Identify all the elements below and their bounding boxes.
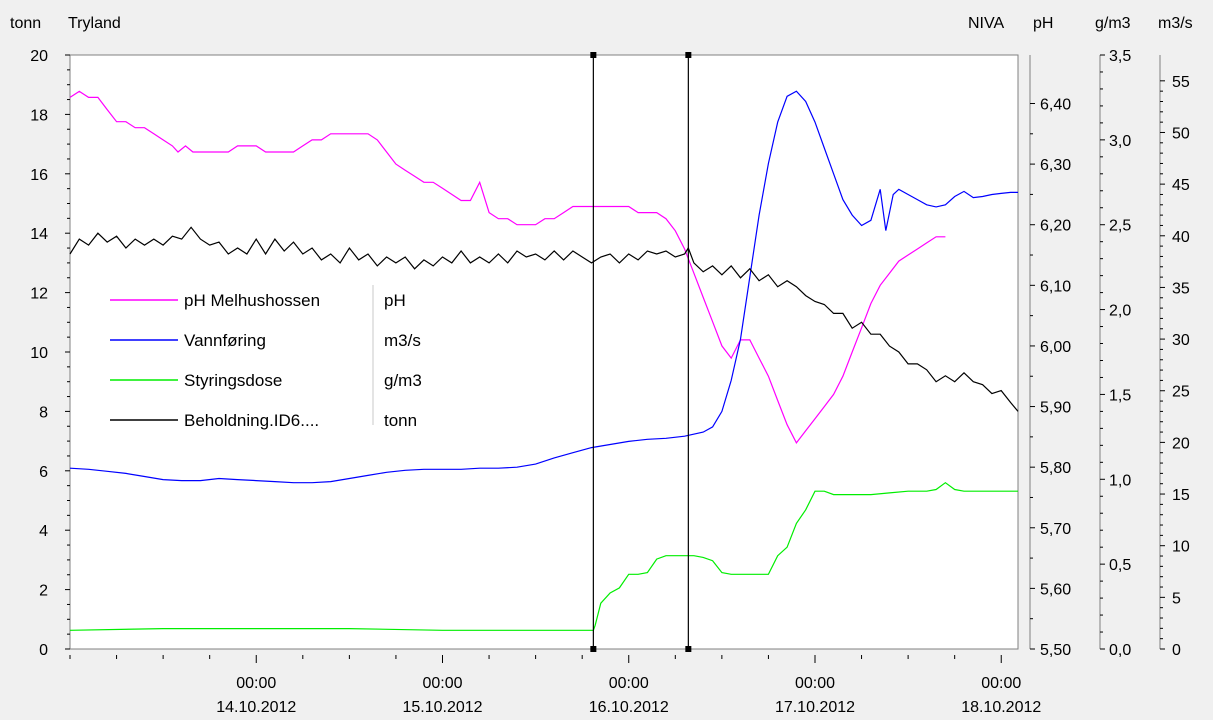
m3_s-tick-label: 55 <box>1172 74 1190 91</box>
m3_s-tick-label: 50 <box>1172 125 1190 142</box>
tonn-tick-label: 2 <box>39 583 48 600</box>
ph-axis: 5,50 5,60 5,70 5,80 5,90 6,00 6,10 6,20 6,30 6,40 <box>1029 55 1071 659</box>
series-line-1 <box>69 90 1018 484</box>
legend-unit: g/m3 <box>384 371 422 390</box>
legend-name: Vannføring <box>184 331 266 350</box>
legend-unit: m3/s <box>384 331 421 350</box>
gm3-axis: 0,0 0,5 1,0 1,5 2,0 2,5 3,0 3,5 <box>1099 48 1131 659</box>
cursor-handle-top[interactable] <box>590 52 597 58</box>
pH-tick-label: 6,20 <box>1040 218 1071 235</box>
legend-name: pH Melhushossen <box>184 291 320 310</box>
cursor-handle-bottom[interactable] <box>685 646 692 652</box>
data-source: NIVA <box>968 15 1004 32</box>
tonn-axis: 0 2 4 6 8 10 12 14 16 18 20 <box>30 48 71 659</box>
g_m3-tick-label: 2,5 <box>1109 218 1131 235</box>
x-tick-date: 17.10.2012 <box>775 699 855 716</box>
tonn-tick-label: 12 <box>30 286 48 303</box>
m3_s-tick-label: 40 <box>1172 229 1190 246</box>
tonn-tick-label: 16 <box>30 167 48 184</box>
g_m3-tick-label: 1,0 <box>1109 472 1131 489</box>
pH-tick-label: 6,40 <box>1040 96 1071 113</box>
legend-unit: pH <box>384 291 406 310</box>
tonn-tick-label: 8 <box>39 404 48 421</box>
cursor-handle-bottom[interactable] <box>590 646 597 652</box>
legend-unit: tonn <box>384 411 417 430</box>
tonn-tick-label: 20 <box>30 48 48 65</box>
time-axis: 00:00 14.10.2012 00:00 15.10.2012 00:00 16.10… <box>69 655 1041 716</box>
g_m3-tick-label: 2,0 <box>1109 303 1131 320</box>
m3_s-tick-label: 20 <box>1172 435 1190 452</box>
m3_s-tick-label: 30 <box>1172 332 1190 349</box>
x-tick-time: 00:00 <box>795 675 835 692</box>
tonn-tick-label: 18 <box>30 107 48 124</box>
series-line-3 <box>69 226 1019 412</box>
plot-area <box>69 54 1019 650</box>
m3_s-tick-label: 15 <box>1172 487 1190 504</box>
g_m3-tick-label: 3,5 <box>1109 48 1131 65</box>
g_m3-tick-label: 0,5 <box>1109 557 1131 574</box>
m3_s-tick-label: 5 <box>1172 590 1181 607</box>
tonn-tick-label: 4 <box>39 523 48 540</box>
legend-name: Styringsdose <box>184 371 282 390</box>
legend: pH Melhushossen pH Vannføring m3/s Styringsd… <box>110 285 422 430</box>
series-line-0 <box>69 90 946 445</box>
m3_s-tick-label: 45 <box>1172 177 1190 194</box>
m3_s-tick-label: 10 <box>1172 539 1190 556</box>
pH-tick-label: 5,50 <box>1040 642 1071 659</box>
pH-tick-label: 5,80 <box>1040 460 1071 477</box>
m3s-axis: 0 5 10 15 20 25 30 35 40 45 50 55 <box>1159 55 1190 659</box>
pH-tick-label: 6,10 <box>1040 278 1071 295</box>
g_m3-tick-label: 0,0 <box>1109 642 1131 659</box>
pH-tick-label: 5,70 <box>1040 521 1071 538</box>
station-name: Tryland <box>68 15 121 32</box>
x-tick-time: 00:00 <box>981 675 1021 692</box>
x-tick-date: 15.10.2012 <box>402 699 482 716</box>
series-layer <box>69 90 1019 631</box>
tonn-tick-label: 0 <box>39 642 48 659</box>
g_m3-tick-label: 3,0 <box>1109 133 1131 150</box>
ph-axis-unit: pH <box>1033 15 1053 32</box>
tonn-tick-label: 6 <box>39 464 48 481</box>
m3_s-tick-label: 0 <box>1172 642 1181 659</box>
tonn-tick-label: 14 <box>30 226 48 243</box>
x-tick-date: 14.10.2012 <box>216 699 296 716</box>
tonn-tick-label: 10 <box>30 345 48 362</box>
cursor-layer[interactable] <box>590 52 692 652</box>
x-tick-date: 16.10.2012 <box>589 699 669 716</box>
pH-tick-label: 5,60 <box>1040 581 1071 598</box>
pH-tick-label: 5,90 <box>1040 400 1071 417</box>
left-axis-unit: tonn <box>10 15 41 32</box>
series-line-2 <box>69 481 1018 631</box>
m3_s-tick-label: 35 <box>1172 280 1190 297</box>
x-tick-time: 00:00 <box>609 675 649 692</box>
cursor-handle-top[interactable] <box>685 52 692 58</box>
m3s-axis-unit: m3/s <box>1158 15 1193 32</box>
x-tick-date: 18.10.2012 <box>961 699 1041 716</box>
gm3-axis-unit: g/m3 <box>1095 15 1131 32</box>
legend-name: Beholdning.ID6.... <box>184 411 319 430</box>
x-tick-time: 00:00 <box>236 675 276 692</box>
g_m3-tick-label: 1,5 <box>1109 387 1131 404</box>
pH-tick-label: 6,00 <box>1040 339 1071 356</box>
pH-tick-label: 6,30 <box>1040 157 1071 174</box>
m3_s-tick-label: 25 <box>1172 384 1190 401</box>
x-tick-time: 00:00 <box>422 675 462 692</box>
